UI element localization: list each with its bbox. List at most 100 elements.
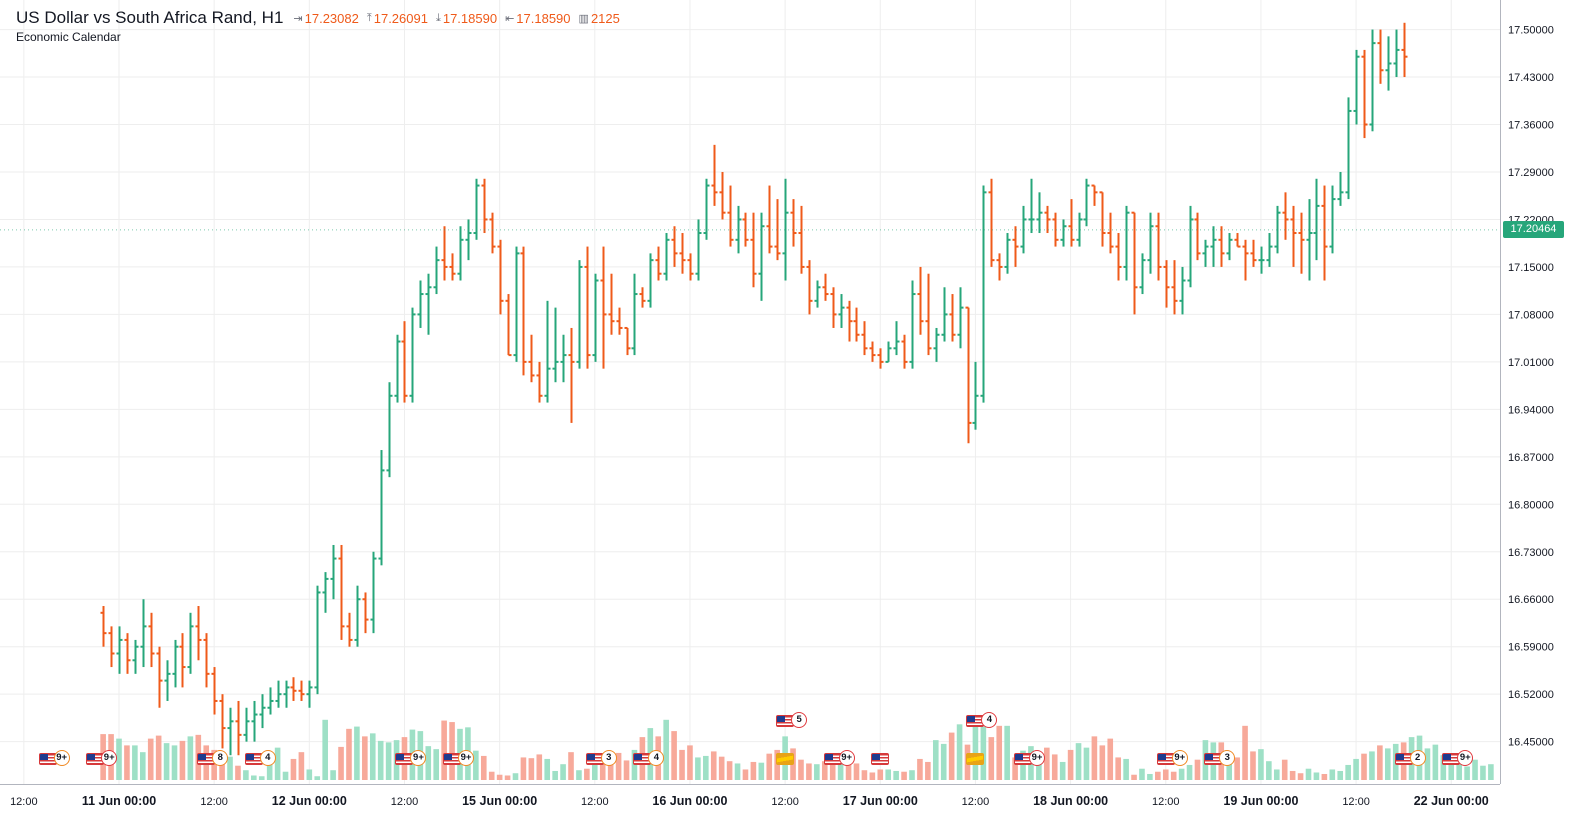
ohlc-bar [750, 212, 757, 288]
ohlc-bar [1234, 233, 1241, 248]
ohlc-bar [655, 246, 662, 281]
volume-bar [1242, 725, 1248, 780]
volume-bar [718, 756, 725, 780]
ohlc-bar [1107, 212, 1114, 254]
ohlc-bar [806, 260, 813, 315]
volume-bar [1194, 759, 1201, 780]
ohlc-bar [1163, 260, 1170, 308]
y-tick-label: 17.01000 [1508, 357, 1554, 369]
ohlc-bar [687, 253, 694, 281]
volume-bar [290, 758, 297, 780]
ohlc-bar [481, 178, 488, 234]
volume-bar [330, 770, 336, 780]
ohlc-bar [1258, 246, 1265, 274]
event-count-badge: 3 [1219, 750, 1236, 766]
volume-bar [147, 738, 154, 780]
event-count-badge: 8 [212, 750, 229, 766]
ohlc-bar [996, 253, 1003, 281]
ohlc-bar [1028, 178, 1035, 234]
volume-bar [1456, 764, 1462, 780]
ohlc-bar [941, 287, 948, 342]
volume-bar [1186, 764, 1193, 780]
volume-bar [710, 751, 717, 780]
volume-bar [687, 745, 693, 780]
volume-bar [703, 755, 709, 780]
ohlc-bar [1290, 205, 1297, 267]
economic-calendar-label[interactable]: Economic Calendar [16, 30, 121, 44]
ohlc-bar [1369, 29, 1376, 132]
ohlc-bar [473, 178, 480, 240]
volume-bar [1258, 749, 1264, 780]
volume-bar [520, 757, 527, 780]
volume-bar [124, 745, 130, 780]
volume-bar [1123, 758, 1129, 780]
ohlc-bar [877, 348, 884, 369]
ohlc-bar [544, 300, 551, 403]
ohlc-bar [156, 646, 163, 708]
volume-bar [1099, 745, 1106, 780]
ohlc-bar [608, 273, 615, 335]
ohlc-bar [243, 707, 250, 742]
volume-bar [306, 769, 313, 780]
ohlc-bar [814, 280, 821, 308]
volume-bar [274, 747, 281, 780]
event-count-badge: 2 [1409, 750, 1426, 766]
ohlc-bar [1298, 212, 1305, 274]
volume-bar [504, 775, 511, 780]
x-tick-label: 18 Jun 00:00 [1033, 794, 1108, 808]
ohlc-bar [505, 294, 512, 357]
event-count-badge: 4 [981, 712, 998, 728]
ohlc-bar [1187, 205, 1194, 288]
volume-bar [1083, 747, 1090, 780]
ohlc-bar [1345, 97, 1352, 200]
ohlc-bar [1266, 233, 1273, 267]
ohlc-bar [1202, 239, 1209, 267]
event-count-badge: 9+ [410, 750, 427, 766]
ohlc-bar [1194, 212, 1201, 261]
y-tick-label: 17.08000 [1508, 309, 1554, 321]
ohlc-bar [909, 280, 916, 369]
ohlc-bar [132, 639, 139, 674]
volume-icon: ▥ [578, 12, 589, 25]
ohlc-bar [933, 327, 940, 362]
ohlc-bar [386, 382, 393, 478]
ohlc-bar [1306, 199, 1313, 281]
ohlc-bar [172, 639, 179, 688]
volume-bar [996, 725, 1003, 780]
volume-bar [139, 752, 146, 780]
ohlc-bar [1076, 212, 1083, 247]
ohlc-bar [425, 273, 432, 335]
event-count-badge: 4 [259, 750, 276, 766]
ohlc-bar [1083, 178, 1090, 227]
volume-bar [1004, 725, 1010, 780]
volume-bar [227, 756, 233, 780]
ohlc-bar [925, 273, 932, 356]
volume-bar [1091, 736, 1098, 780]
ohlc-bar [401, 321, 408, 403]
volume-bar [385, 742, 392, 780]
volume-bar [1059, 761, 1066, 780]
volume-bar [1107, 738, 1114, 780]
us-flag-icon [871, 753, 890, 765]
ohlc-bar [766, 185, 773, 254]
volume-bar [116, 738, 122, 780]
volume-bar [1131, 774, 1137, 780]
ohlc-bar [774, 199, 781, 261]
open-icon: ⇥ [293, 12, 303, 25]
volume-bar [1353, 758, 1359, 780]
volume-bar [1377, 745, 1383, 780]
ohlc-bar [536, 361, 543, 403]
ohlc-bar [1377, 29, 1384, 84]
volume-bar [766, 753, 773, 780]
ohlc-bar [782, 178, 789, 281]
y-tick-label: 17.50000 [1508, 25, 1554, 37]
x-tick-label: 16 Jun 00:00 [652, 794, 727, 808]
ohlc-bar [275, 680, 282, 708]
volume-bar [909, 770, 915, 780]
x-tick-label: 12:00 [10, 796, 38, 808]
volume-bar [362, 736, 368, 780]
volume-bar [235, 765, 241, 780]
volume-bar [592, 764, 598, 780]
x-tick-label: 12:00 [200, 796, 228, 808]
